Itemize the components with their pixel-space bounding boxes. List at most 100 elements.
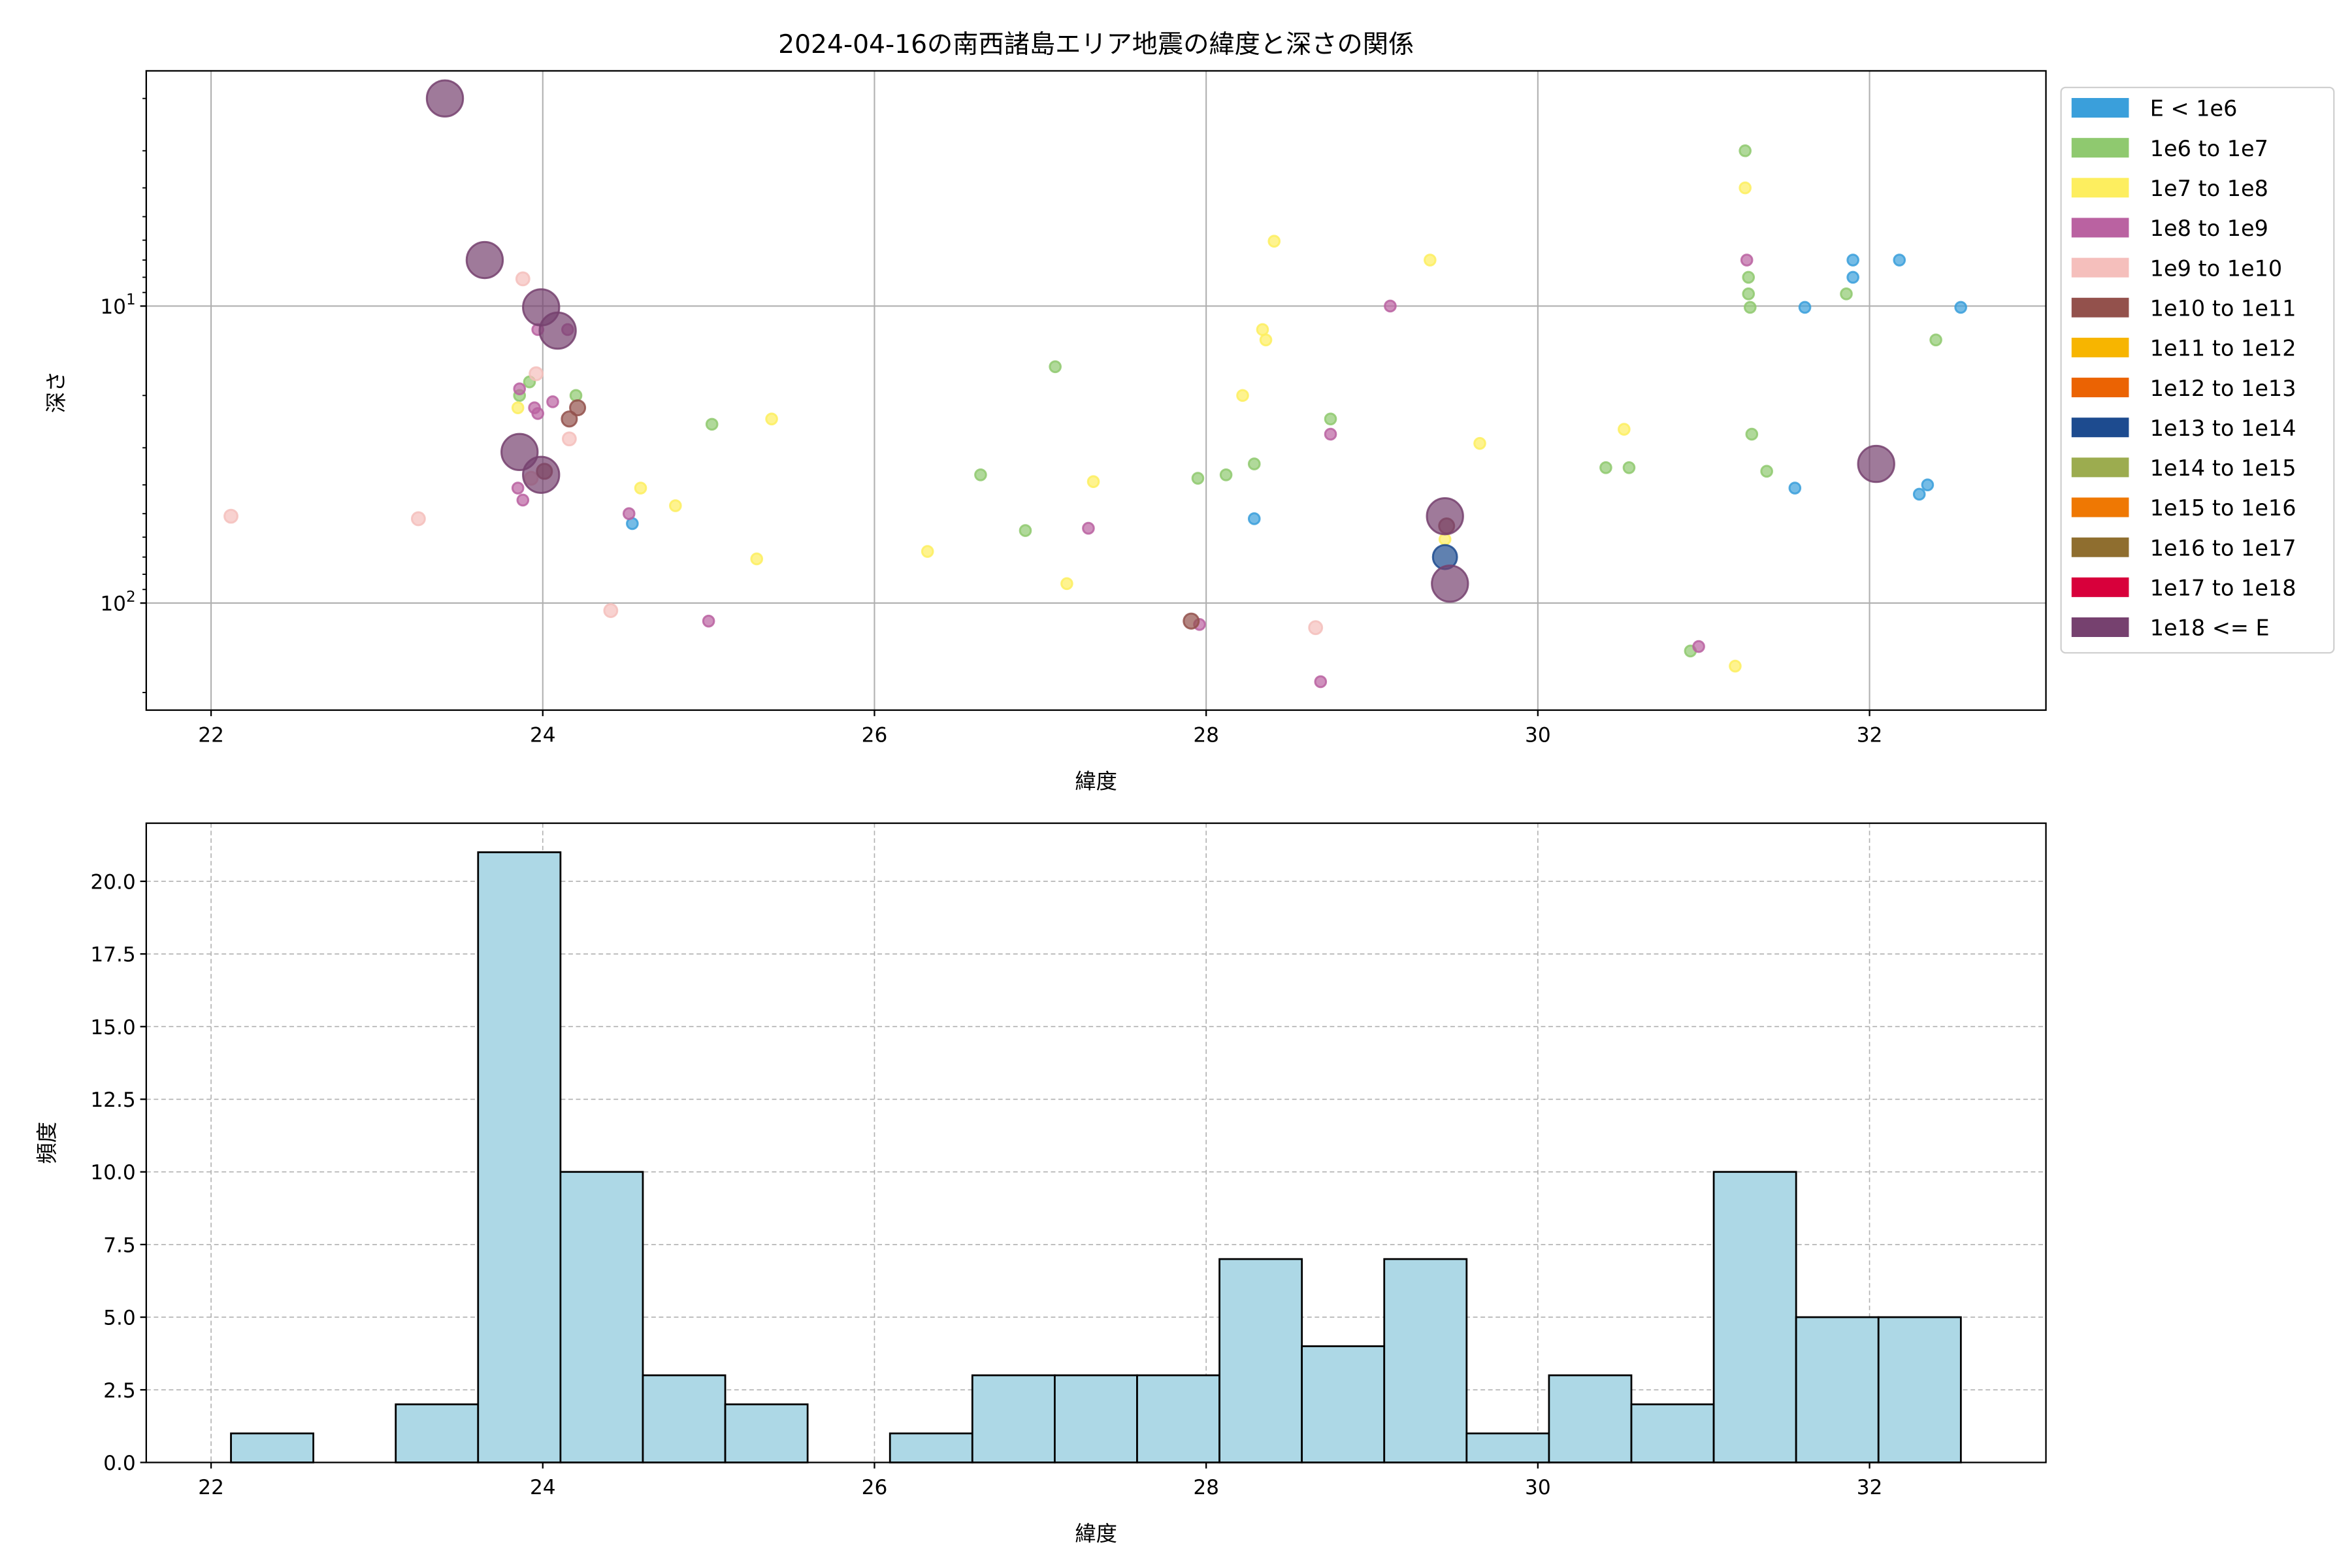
data-point: [223, 508, 238, 524]
x-tick-label: 22: [198, 723, 224, 747]
histogram-bar: [477, 851, 562, 1463]
legend-label: 1e6 to 1e7: [2150, 136, 2268, 161]
data-point: [1082, 521, 1095, 535]
data-point: [634, 482, 647, 495]
data-point: [1954, 301, 1967, 314]
y-tick-label: 10.0: [90, 1161, 135, 1184]
histogram-bar: [1630, 1403, 1715, 1463]
legend-label: 1e14 to 1e15: [2150, 455, 2296, 481]
legend-swatch: [2071, 497, 2129, 517]
scatter-x-label: 緯度: [1075, 769, 1117, 794]
data-point: [1060, 577, 1073, 591]
legend-frame: [2060, 86, 2335, 654]
x-tick-label: 28: [1193, 723, 1219, 747]
x-tick-label: 28: [1193, 1476, 1219, 1499]
legend-label: 1e15 to 1e16: [2150, 495, 2296, 521]
data-point: [765, 412, 778, 426]
histogram-bar: [559, 1171, 644, 1463]
histogram-bar: [1054, 1374, 1138, 1463]
data-point: [1912, 487, 1926, 501]
data-point: [465, 240, 504, 280]
data-point: [538, 311, 577, 350]
data-point: [1798, 301, 1812, 314]
data-point: [516, 493, 530, 507]
legend-label: 1e13 to 1e14: [2150, 416, 2296, 441]
histogram-bar: [1712, 1171, 1797, 1463]
data-point: [1314, 675, 1328, 689]
legend-swatch: [2071, 617, 2129, 637]
data-point: [1840, 287, 1853, 301]
histogram-bar: [1136, 1374, 1220, 1463]
y-tick-label: 7.5: [103, 1233, 136, 1257]
data-point: [1692, 640, 1705, 653]
data-point: [561, 431, 577, 447]
y-tick-label: 17.5: [90, 943, 135, 967]
histogram-bar: [889, 1432, 973, 1463]
legend-swatch: [2071, 378, 2129, 398]
legend-swatch: [2071, 537, 2129, 557]
data-point: [1729, 659, 1742, 673]
data-point: [1191, 472, 1205, 485]
histogram-x-label: 緯度: [1075, 1521, 1117, 1546]
data-point: [1324, 412, 1337, 426]
scatter-y-label: 深さ: [44, 371, 69, 414]
legend-swatch: [2071, 577, 2129, 597]
data-point: [1739, 144, 1752, 157]
data-point: [561, 410, 578, 428]
legend-label: 1e7 to 1e8: [2150, 176, 2268, 201]
data-point: [705, 417, 719, 431]
data-point: [1247, 457, 1261, 470]
histogram-bar: [1795, 1316, 1880, 1463]
data-point: [1431, 564, 1469, 603]
legend-swatch: [2071, 218, 2129, 238]
data-point: [1921, 478, 1935, 491]
data-point: [1247, 512, 1261, 525]
y-tick-label: 5.0: [103, 1307, 136, 1330]
legend-label: 1e11 to 1e12: [2150, 336, 2296, 361]
data-point: [750, 552, 764, 566]
data-point: [1324, 427, 1337, 441]
histogram-y-label: 頻度: [35, 1122, 59, 1164]
data-point: [1745, 427, 1759, 441]
histogram-bar: [1383, 1258, 1468, 1463]
histogram-plot: 22 24 26 28 30 32 0.0 2.5 5.0 7.5 10.0 12.5 15.0 17.5…: [90, 822, 2047, 1499]
x-tick-label: 24: [530, 723, 556, 747]
legend-swatch: [2071, 417, 2129, 438]
x-tick-label: 22: [198, 1476, 224, 1499]
scatter-axes-frame: [145, 70, 2047, 711]
legend-label: 1e10 to 1e11: [2150, 295, 2296, 321]
data-point: [529, 366, 544, 382]
data-point: [1743, 301, 1757, 314]
data-point: [515, 271, 531, 287]
data-point: [531, 407, 544, 420]
data-point: [1219, 468, 1233, 482]
data-point: [1740, 253, 1754, 267]
histogram-axes-frame: [145, 822, 2047, 1463]
legend-swatch: [2071, 257, 2129, 278]
legend-label: 1e9 to 1e10: [2150, 255, 2282, 281]
y-tick-label: 12.5: [90, 1088, 135, 1112]
data-point: [569, 399, 587, 417]
data-point: [1086, 475, 1100, 488]
data-point: [921, 545, 934, 558]
data-point: [1259, 333, 1273, 347]
y-tick-label: 2.5: [103, 1379, 136, 1403]
histogram-bar: [724, 1403, 809, 1463]
data-point: [1788, 482, 1802, 495]
x-tick-label: 26: [862, 1476, 888, 1499]
data-point: [622, 507, 636, 521]
data-point: [511, 482, 525, 495]
y-tick-label: 0.0: [103, 1452, 136, 1475]
data-point: [1739, 181, 1752, 195]
data-point: [1618, 423, 1631, 436]
legend-label: 1e17 to 1e18: [2150, 576, 2296, 601]
data-point: [546, 395, 559, 408]
legend-swatch: [2071, 138, 2129, 158]
histogram-bar: [1218, 1258, 1303, 1463]
data-point: [1426, 497, 1464, 536]
data-point: [1857, 444, 1895, 483]
data-point: [410, 511, 426, 527]
data-point: [1267, 235, 1281, 248]
legend-label: 1e16 to 1e17: [2150, 535, 2296, 561]
